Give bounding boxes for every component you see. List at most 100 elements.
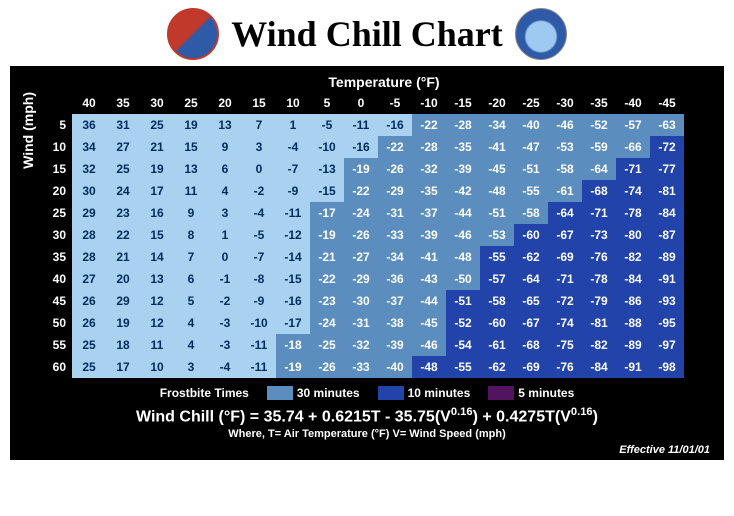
cell: 11 [140,334,174,356]
cell: -36 [378,268,412,290]
legend-swatch-icon [378,386,404,400]
cell: -41 [412,246,446,268]
cell: -33 [344,356,378,378]
cell: 9 [174,202,208,224]
cell: -59 [582,136,616,158]
cell: -15 [276,268,310,290]
cell: -5 [310,114,344,136]
cell: -88 [616,312,650,334]
cell: 22 [106,224,140,246]
cell: -11 [276,202,310,224]
cell: -13 [310,158,344,180]
temp-header: 5 [310,92,344,114]
cell: 19 [106,312,140,334]
cell: -2 [208,290,242,312]
wind-header: 45 [38,290,72,312]
cell: -52 [446,312,480,334]
cell: -19 [344,158,378,180]
cell: -82 [616,246,650,268]
cell: 29 [72,202,106,224]
cell: -78 [582,268,616,290]
cell: -24 [310,312,344,334]
cell: -34 [378,246,412,268]
cell: -40 [378,356,412,378]
temp-header: -5 [378,92,412,114]
cell: 12 [140,312,174,334]
cell: -76 [582,246,616,268]
temp-header: -10 [412,92,446,114]
temp-header: -40 [616,92,650,114]
cell: -22 [344,180,378,202]
legend-swatch-icon [488,386,514,400]
wind-header: 35 [38,246,72,268]
cell: -51 [514,158,548,180]
cell: -74 [548,312,582,334]
cell: 8 [174,224,208,246]
temp-header: 15 [242,92,276,114]
cell: -8 [242,268,276,290]
cell: -31 [344,312,378,334]
cell: -53 [480,224,514,246]
legend-item: 10 minutes [378,386,471,400]
cell: -57 [480,268,514,290]
cell: 3 [242,136,276,158]
cell: -35 [412,180,446,202]
cell: 1 [276,114,310,136]
cell: -16 [276,290,310,312]
cell: -39 [412,224,446,246]
cell: -48 [480,180,514,202]
cell: -93 [650,290,684,312]
cell: 25 [72,334,106,356]
cell: -69 [548,246,582,268]
cell: -71 [548,268,582,290]
cell: -48 [446,246,480,268]
cell: -3 [208,312,242,334]
cell: 4 [174,334,208,356]
cell: 4 [208,180,242,202]
cell: -58 [514,202,548,224]
wind-header: 55 [38,334,72,356]
cell: -40 [514,114,548,136]
cell: -55 [446,356,480,378]
cell: -73 [582,224,616,246]
cell: -74 [616,180,650,202]
cell: -5 [242,224,276,246]
cell: -64 [514,268,548,290]
temp-header: 10 [276,92,310,114]
cell: -64 [548,202,582,224]
cell: -46 [446,224,480,246]
cell: 0 [208,246,242,268]
temp-header: 25 [174,92,208,114]
effective-date: Effective 11/01/01 [20,444,714,456]
cell: 21 [106,246,140,268]
cell: -71 [582,202,616,224]
cell: -60 [480,312,514,334]
cell: 6 [174,268,208,290]
cell: -60 [514,224,548,246]
wind-header: 60 [38,356,72,378]
cell: 3 [174,356,208,378]
cell: -32 [412,158,446,180]
cell: -2 [242,180,276,202]
cell: -84 [616,268,650,290]
cell: -10 [242,312,276,334]
cell: -29 [344,268,378,290]
cell: -24 [344,202,378,224]
cell: -89 [650,246,684,268]
cell: -45 [480,158,514,180]
wind-header: 30 [38,224,72,246]
wind-header: 25 [38,202,72,224]
cell: -11 [242,356,276,378]
cell: -12 [276,224,310,246]
cell: -50 [446,268,480,290]
cell: 13 [174,158,208,180]
cell: -19 [276,356,310,378]
cell: -4 [242,202,276,224]
cell: -77 [650,158,684,180]
top-axis-label: Temperature (°F) [20,74,714,90]
cell: -97 [650,334,684,356]
cell: -79 [582,290,616,312]
cell: -45 [412,312,446,334]
page-title: Wind Chill Chart [231,13,502,55]
cell: 32 [72,158,106,180]
